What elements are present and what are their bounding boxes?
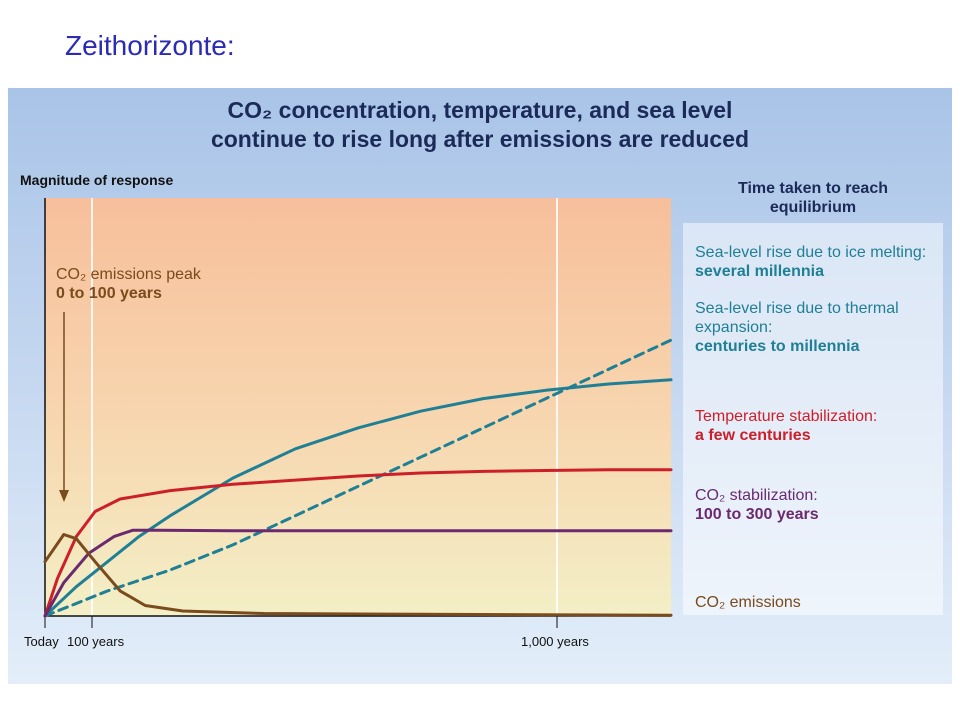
legend-temperature-name: Temperature stabilization: — [695, 408, 878, 425]
legend-temperature-period: a few centuries — [695, 427, 811, 444]
co2-stabilization-line — [43, 528, 673, 618]
chart-title-line-2: continue to rise long after emissions ar… — [210, 126, 750, 152]
legend-ice-melting: Sea-level rise due to ice melting: sever… — [695, 243, 926, 281]
x-tick-100-years: 100 years — [67, 634, 125, 649]
legend-co2-emissions: CO₂ emissions — [695, 593, 801, 612]
x-tick-today: Today — [24, 634, 59, 649]
legend-header-line-1: Time taken to reach — [738, 180, 888, 197]
legend-thermal-period: centuries to millennia — [695, 338, 860, 355]
legend-thermal-expansion: Sea-level rise due to thermal expansion:… — [695, 299, 930, 356]
temperature-line — [43, 468, 673, 618]
legend-co2-emissions-name: CO₂ emissions — [695, 594, 801, 611]
chart-title-line-1: CO₂ concentration, temperature, and sea … — [227, 97, 733, 123]
annotation-arrowhead — [59, 490, 69, 502]
legend-ice-melting-name: Sea-level rise due to ice melting: — [695, 244, 927, 261]
emissions-peak-annotation: CO₂ emissions peak 0 to 100 years — [56, 265, 201, 303]
slide-title: Zeithorizonte: — [65, 30, 235, 61]
plot-area — [45, 198, 671, 616]
legend-temperature: Temperature stabilization: a few centuri… — [695, 407, 877, 445]
legend-co2-stab-period: 100 to 300 years — [695, 506, 819, 523]
legend-ice-melting-period: several millennia — [695, 263, 824, 280]
legend-header: Time taken to reach equilibrium — [700, 179, 926, 217]
legend-co2-stab-name: CO₂ stabilization: — [695, 487, 818, 504]
thermal-expansion-line — [43, 378, 673, 618]
legend-box — [683, 223, 943, 615]
chart-title: CO₂ concentration, temperature, and sea … — [0, 96, 960, 154]
co2-emissions-line — [43, 533, 673, 617]
legend-header-line-2: equilibrium — [769, 199, 857, 216]
y-axis-label: Magnitude of response — [20, 172, 174, 188]
x-tick-1000-years: 1,000 years — [521, 634, 589, 649]
annotation-text: CO₂ emissions peak — [56, 266, 201, 283]
legend-thermal-name: Sea-level rise due to thermal expansion: — [695, 300, 899, 336]
legend-co2-stabilization: CO₂ stabilization: 100 to 300 years — [695, 486, 819, 524]
annotation-period: 0 to 100 years — [56, 285, 162, 302]
